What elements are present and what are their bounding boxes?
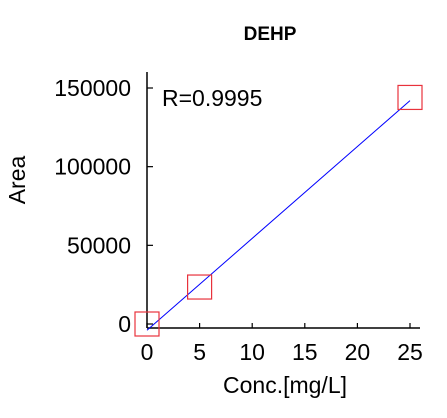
data-point-marker (134, 311, 160, 337)
y-tick-label: 50000 (67, 232, 131, 258)
data-points (134, 84, 423, 337)
x-tick-label: 25 (397, 339, 423, 365)
x-tick-group: 0 5 10 15 20 25 (141, 323, 423, 365)
x-tick-label: 15 (292, 339, 318, 365)
r-value-annotation: R=0.9995 (162, 85, 262, 111)
y-tick-group: 0 50000 100000 150000 (54, 75, 153, 337)
y-axis-label: Area (4, 156, 30, 205)
data-point-marker (397, 84, 423, 111)
x-axis-label: Conc.[mg/L] (223, 372, 347, 398)
fit-line (146, 100, 411, 331)
x-tick-label: 5 (193, 339, 206, 365)
data-point-marker (187, 274, 213, 300)
x-tick-label: 0 (141, 339, 154, 365)
y-tick-label: 150000 (54, 75, 131, 101)
y-tick-label: 100000 (54, 154, 131, 180)
chart-title: DEHP (244, 24, 297, 45)
x-tick-label: 20 (345, 339, 371, 365)
y-tick-label: 0 (118, 311, 131, 337)
x-tick-label: 10 (239, 339, 265, 365)
